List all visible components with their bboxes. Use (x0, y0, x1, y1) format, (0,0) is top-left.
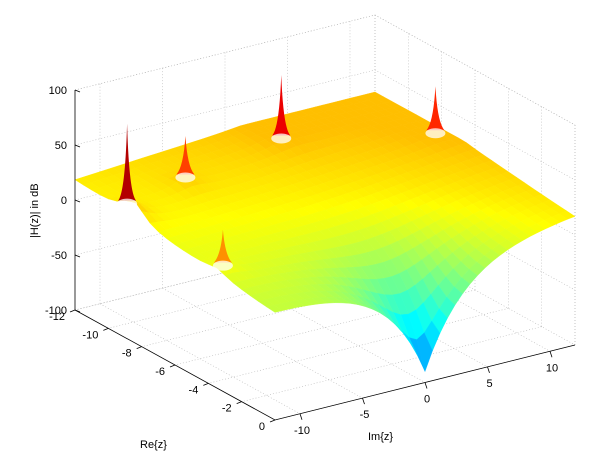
pole-highlight (425, 128, 446, 139)
x-tick (103, 327, 109, 331)
y-tick (362, 397, 365, 405)
box-edge (74, 14, 376, 91)
pole-highlight (117, 198, 138, 209)
surface-patch (266, 304, 283, 313)
pole-peak (426, 86, 445, 131)
gridline (224, 272, 426, 383)
axis-line (74, 309, 576, 421)
x-tick-label: 0 (259, 421, 265, 433)
z-tick-label: -50 (51, 250, 67, 262)
x-tick (136, 346, 142, 350)
pole-peak (176, 136, 195, 175)
y-tick-label: 0 (424, 394, 430, 406)
z-tick (74, 144, 81, 148)
z-tick (74, 199, 81, 203)
gridline (208, 308, 509, 384)
y-tick-label: 10 (546, 362, 558, 374)
z-tick-label: 0 (61, 195, 67, 207)
gridline (241, 326, 542, 402)
pole-highlight (212, 260, 233, 271)
x-tick (203, 382, 209, 386)
y-tick-label: -5 (360, 409, 370, 421)
x-tick (236, 401, 242, 405)
z-tick-label: 100 (49, 85, 67, 97)
pole-peaks (117, 74, 446, 271)
x-tick-label: -6 (155, 366, 165, 378)
x-tick-label: -2 (222, 403, 232, 415)
x-tick-label: -12 (49, 311, 65, 323)
x-tick (69, 309, 76, 313)
pole-highlight (271, 133, 292, 144)
z-tick (74, 254, 81, 258)
y-tick (487, 366, 490, 374)
x-tick-label: -8 (122, 348, 132, 360)
x-tick-label: -4 (189, 384, 199, 396)
x-tick (269, 419, 276, 423)
y-tick-label: -10 (294, 425, 310, 437)
pole-peak (272, 74, 291, 136)
z-axis-label: |H(z)| in dB (29, 183, 41, 238)
z-tick-label: 50 (55, 140, 67, 152)
x-axis-label: Re{z} (140, 439, 167, 451)
z-tick (74, 89, 81, 93)
x-tick-label: -10 (82, 329, 98, 341)
x-tick (169, 364, 176, 368)
y-tick-label: 5 (486, 378, 492, 390)
gridline (99, 303, 301, 415)
y-tick (424, 382, 428, 389)
y-tick (549, 351, 553, 358)
pole-highlight (175, 172, 196, 183)
box-edge (374, 14, 576, 126)
y-tick (299, 413, 303, 420)
pole-peak (118, 123, 137, 201)
pole-peak (213, 229, 232, 263)
z-tick-label: -100 (45, 305, 67, 317)
y-axis-label: Im{z} (368, 431, 393, 443)
surface-mesh (74, 91, 576, 373)
z-tick (74, 309, 81, 313)
